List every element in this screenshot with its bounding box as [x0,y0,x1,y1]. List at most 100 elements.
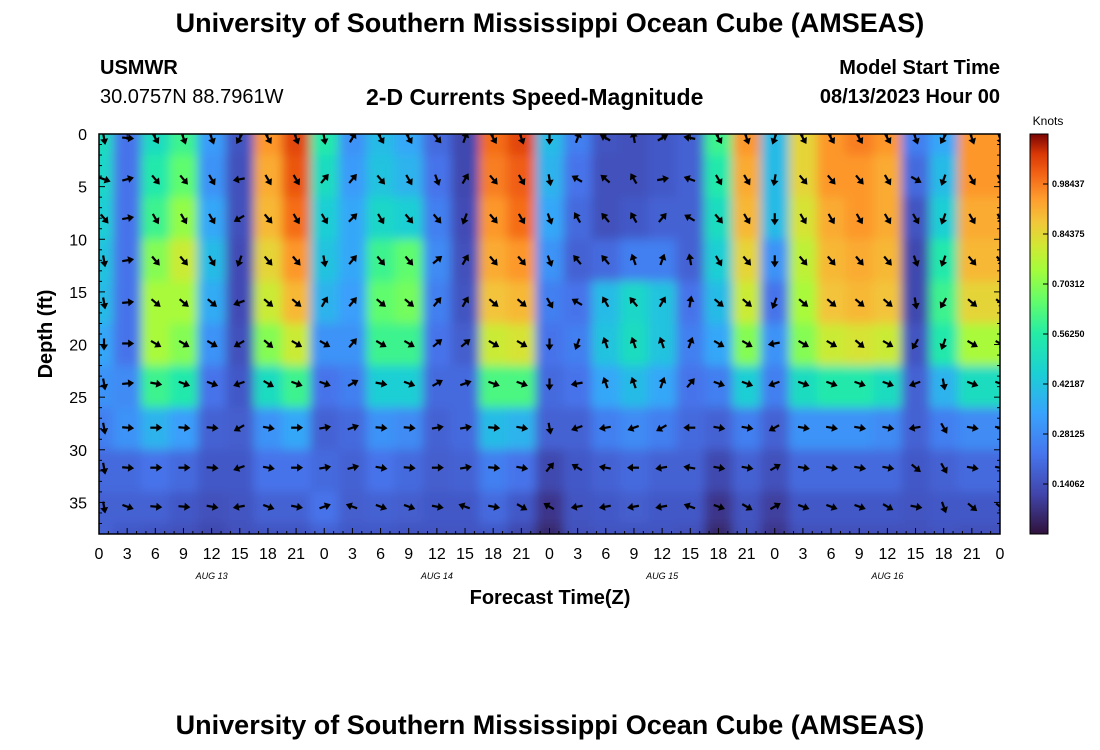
heatmap-cell [985,523,1000,534]
current-arrow [233,464,245,472]
current-arrow [571,424,583,432]
current-arrow [291,340,303,348]
current-arrow [629,376,638,389]
current-arrow [100,297,109,310]
heatmap-cell [816,155,847,199]
heatmap-cell [113,323,143,367]
x-tick-label: 3 [123,546,132,563]
current-arrow [658,376,667,389]
heatmap-cell [760,491,790,525]
colorbar-tick-label: 0.14062 [1052,479,1085,489]
current-arrow [100,338,108,351]
current-arrow [939,338,948,351]
current-arrow [348,338,357,349]
current-arrow [319,502,331,511]
y-tick-label: 30 [69,443,87,460]
current-arrow [825,380,838,388]
heatmap-cell [253,407,284,451]
heatmap-cell [113,407,143,451]
current-arrow [598,502,611,511]
heatmap-cell [676,491,706,525]
current-arrow [404,255,414,266]
current-arrow [291,423,304,432]
heatmap-cell [225,449,255,493]
current-arrow [743,174,751,186]
current-arrow [100,501,109,514]
current-arrow [545,174,554,187]
current-arrow [546,255,554,267]
current-arrow [882,423,895,432]
current-arrow [347,423,359,432]
x-tick-label: 15 [231,546,249,563]
x-tick-label: 0 [770,546,779,563]
current-arrow [545,422,554,435]
x-axis: 0 3 6 9 12 15 18 21 0 3 6 9 12 15 18 21 0 3 6 9 12 15 18 21 0 3 6 9… [95,134,1005,581]
heatmap-cell [141,491,171,525]
current-arrow [319,340,331,348]
model-start-value: 08/13/2023 Hour 00 [819,86,1000,108]
heatmap-cell [113,449,143,493]
current-arrow [100,422,109,435]
current-arrow [233,424,245,432]
x-tick-label: 12 [203,546,221,563]
station-coords: 30.0757N 88.7961W [100,86,284,108]
current-arrow [742,255,752,266]
current-arrow [433,174,441,186]
heatmap-cell [901,155,931,199]
current-arrow [262,423,275,432]
heatmap-cell [901,365,931,409]
current-arrow [178,502,191,511]
current-arrow [122,463,135,472]
current-arrow [658,336,666,349]
heatmap-cell [985,155,1000,199]
current-arrow [377,213,385,225]
current-arrow [543,502,555,511]
model-start-label: Model Start Time [839,57,1000,79]
current-arrow [319,423,332,432]
current-arrow [459,463,472,472]
current-arrow [571,463,583,472]
heatmap-cell [366,134,396,157]
current-arrow [180,213,188,225]
heatmap-cell [169,407,199,451]
current-arrow [908,380,921,388]
current-arrow [713,340,725,348]
current-arrow [488,298,499,307]
heatmap-cell [450,449,481,493]
current-arrow [489,255,498,266]
heatmap-cell [788,155,818,199]
heatmap-cell [788,407,818,451]
current-arrow [910,175,922,184]
current-arrow [966,423,979,432]
day-label: AUG 16 [870,571,903,581]
x-tick-label: 21 [738,546,756,563]
current-arrow [263,339,274,348]
current-arrow [546,213,554,225]
current-arrow [432,255,443,265]
heatmap-cell [507,155,537,199]
current-arrow [516,463,529,472]
day-label: AUG 13 [195,571,228,581]
heatmap-cell [873,155,903,199]
heatmap-cell [225,155,255,199]
current-arrow [208,213,216,225]
current-arrow [100,462,109,475]
heatmap-cell [676,155,706,199]
colorbar-tick-label: 0.98437 [1052,179,1085,189]
current-arrow [854,298,865,307]
current-arrow [375,379,388,388]
heatmap-cell [563,155,593,199]
heatmap-cell [619,407,650,451]
current-arrow [291,463,304,472]
current-arrow [573,212,582,224]
heatmap-cell [479,155,509,199]
y-tick-label: 25 [69,390,87,407]
current-arrow [207,298,217,307]
current-arrow [629,336,638,349]
current-arrow [489,213,498,224]
x-tick-label: 0 [545,546,554,563]
current-arrow [233,299,245,307]
current-arrow [150,502,163,511]
heatmap-cell [648,491,678,525]
current-arrow [940,462,948,474]
